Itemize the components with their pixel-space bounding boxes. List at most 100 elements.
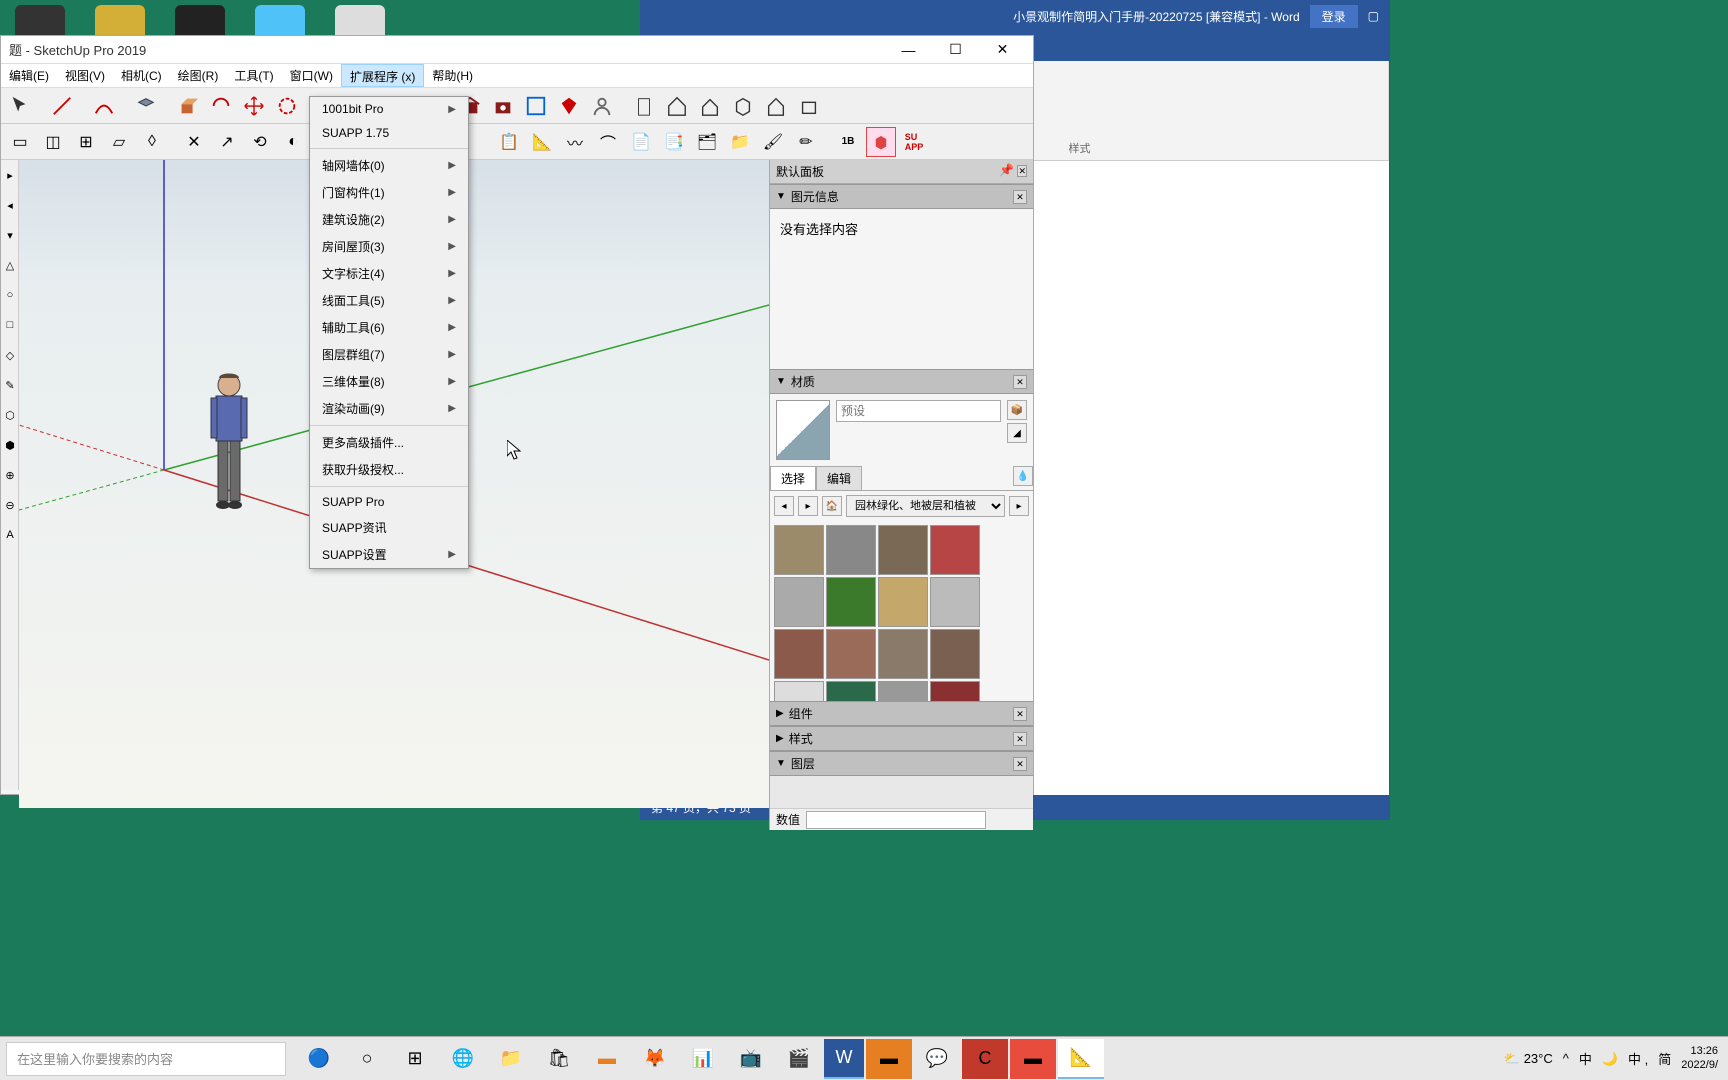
app-icon[interactable]: 📺 — [728, 1039, 774, 1079]
material-swatch[interactable] — [774, 577, 824, 627]
tool-icon[interactable]: 🖌 — [758, 127, 788, 157]
sketchup-titlebar[interactable]: 题 - SketchUp Pro 2019 — ☐ ✕ — [1, 36, 1033, 64]
tray-header[interactable]: 默认面板 📌 ✕ — [770, 160, 1033, 184]
materials-panel-header[interactable]: ▼ 材质 ✕ — [770, 369, 1033, 394]
taskbar-app-icon[interactable]: 🔵 — [296, 1039, 342, 1079]
maximize-button[interactable]: ☐ — [933, 36, 978, 64]
tool-icon[interactable]: ✏ — [791, 127, 821, 157]
tool-icon[interactable]: 📋 — [494, 127, 524, 157]
menu-view[interactable]: 视图(V) — [57, 64, 113, 87]
default-material-icon[interactable]: ◢ — [1007, 423, 1027, 443]
panel-close-icon[interactable]: ✕ — [1013, 190, 1027, 204]
layers-panel-header[interactable]: ▼ 图层 ✕ — [770, 751, 1033, 776]
vtool-icon[interactable]: ▾ — [1, 220, 19, 250]
tool-icon[interactable]: 📐 — [527, 127, 557, 157]
tool-icon[interactable]: ↗ — [212, 127, 242, 157]
home-icon[interactable]: 🏠 — [822, 496, 842, 516]
suapp-icon[interactable]: SUAPP — [899, 127, 929, 157]
pin-icon[interactable]: 📌 — [999, 163, 1014, 177]
menu-tools[interactable]: 工具(T) — [226, 64, 281, 87]
material-name-input[interactable] — [836, 400, 1001, 422]
taskview-icon[interactable]: ⊞ — [392, 1039, 438, 1079]
dropdown-item[interactable]: 文字标注(4)▶ — [310, 260, 468, 287]
app-icon[interactable]: ▬ — [866, 1039, 912, 1079]
panel-close-icon[interactable]: ✕ — [1013, 707, 1027, 721]
tool-icon[interactable]: 🗂 — [692, 127, 722, 157]
panel-close-icon[interactable]: ✕ — [1013, 757, 1027, 771]
entity-info-panel-header[interactable]: ▼ 图元信息 ✕ — [770, 184, 1033, 209]
pushpull-tool-icon[interactable] — [173, 91, 203, 121]
material-swatch[interactable] — [878, 629, 928, 679]
keyboard-icon[interactable]: 简 — [1658, 1049, 1671, 1068]
material-swatch[interactable] — [826, 525, 876, 575]
app-icon[interactable]: C — [962, 1039, 1008, 1079]
sketchup-icon[interactable] — [866, 127, 896, 157]
house2-icon[interactable] — [761, 91, 791, 121]
tray-close-icon[interactable]: ✕ — [1017, 165, 1027, 177]
word-min-icon[interactable]: ▢ — [1368, 9, 1379, 23]
tool-icon[interactable]: 📑 — [659, 127, 689, 157]
vtool-icon[interactable]: △ — [1, 250, 19, 280]
dropdown-item[interactable]: SUAPP Pro — [310, 490, 468, 514]
dropdown-item[interactable]: 辅助工具(6)▶ — [310, 314, 468, 341]
ime-mode[interactable]: 中 , — [1628, 1049, 1648, 1068]
cube-icon[interactable] — [728, 91, 758, 121]
word-icon[interactable]: W — [824, 1039, 864, 1079]
tool-1b-icon[interactable]: 1B — [833, 127, 863, 157]
move-tool-icon[interactable] — [239, 91, 269, 121]
material-swatch[interactable] — [878, 577, 928, 627]
tab-select[interactable]: 选择 — [770, 466, 816, 490]
dropdown-item[interactable]: 1001bit Pro▶ — [310, 97, 468, 121]
line-tool-icon[interactable] — [47, 91, 77, 121]
explorer-icon[interactable]: 📁 — [488, 1039, 534, 1079]
material-swatch[interactable] — [930, 681, 980, 701]
vtool-icon[interactable]: ◇ — [1, 340, 19, 370]
vtool-icon[interactable]: ⊖ — [1, 490, 19, 520]
tool-icon[interactable]: ⌒ — [593, 127, 623, 157]
extension-warehouse-icon[interactable] — [488, 91, 518, 121]
menu-draw[interactable]: 绘图(R) — [170, 64, 227, 87]
cortana-icon[interactable]: ○ — [344, 1039, 390, 1079]
tool-icon[interactable]: ◐ — [278, 127, 308, 157]
app-icon[interactable]: ▬ — [584, 1039, 630, 1079]
sketchup-taskbar-icon[interactable]: 📐 — [1058, 1039, 1104, 1079]
moon-icon[interactable]: 🌙 — [1602, 1051, 1618, 1067]
material-swatch[interactable] — [878, 525, 928, 575]
dropdown-item[interactable]: SUAPP资讯 — [310, 514, 468, 541]
dropdown-item[interactable]: 三维体量(8)▶ — [310, 368, 468, 395]
layout-icon[interactable] — [521, 91, 551, 121]
create-material-icon[interactable]: 📦 — [1007, 400, 1027, 420]
arc-tool-icon[interactable] — [89, 91, 119, 121]
tool-icon[interactable]: ▱ — [104, 127, 134, 157]
back-icon[interactable]: ◂ — [774, 496, 794, 516]
ruby-icon[interactable] — [554, 91, 584, 121]
material-swatch[interactable] — [930, 525, 980, 575]
rectangle-tool-icon[interactable] — [131, 91, 161, 121]
tool-icon[interactable]: ◊ — [137, 127, 167, 157]
forward-icon[interactable]: ▸ — [798, 496, 818, 516]
menu-extensions[interactable]: 扩展程序 (x) — [341, 64, 424, 87]
dropdown-item[interactable]: SUAPP设置▶ — [310, 541, 468, 568]
edge-icon[interactable]: 🌐 — [440, 1039, 486, 1079]
vtool-icon[interactable]: ⊕ — [1, 460, 19, 490]
user-icon[interactable] — [587, 91, 617, 121]
dropdown-item[interactable]: 更多高级插件... — [310, 429, 468, 456]
dropdown-item[interactable]: 房间屋顶(3)▶ — [310, 233, 468, 260]
tool-icon[interactable]: 📁 — [725, 127, 755, 157]
vtool-icon[interactable]: ○ — [1, 280, 19, 310]
tab-edit[interactable]: 编辑 — [816, 466, 862, 490]
tool-icon[interactable]: ⊞ — [71, 127, 101, 157]
material-swatch[interactable] — [826, 577, 876, 627]
dropdown-item[interactable]: 渲染动画(9)▶ — [310, 395, 468, 422]
close-button[interactable]: ✕ — [980, 36, 1025, 64]
vtool-icon[interactable]: ⬡ — [1, 400, 19, 430]
box-icon[interactable] — [794, 91, 824, 121]
ime-indicator[interactable]: 中 — [1579, 1049, 1592, 1068]
select-tool-icon[interactable] — [5, 91, 35, 121]
taskbar-clock[interactable]: 13:26 2022/9/ — [1681, 1045, 1718, 1071]
dropdown-item[interactable]: 线面工具(5)▶ — [310, 287, 468, 314]
taskbar-search-input[interactable]: 在这里输入你要搜索的内容 — [6, 1042, 286, 1076]
panel-close-icon[interactable]: ✕ — [1013, 732, 1027, 746]
house-small-icon[interactable] — [695, 91, 725, 121]
value-input[interactable] — [806, 811, 986, 829]
